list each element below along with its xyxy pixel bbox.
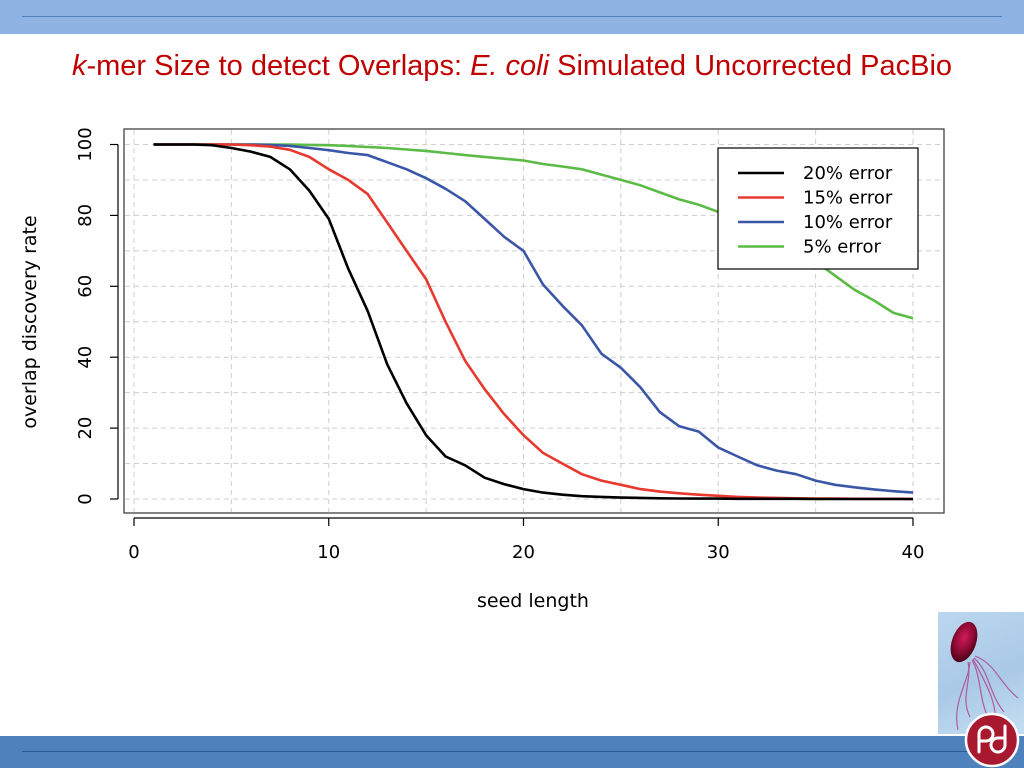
y-tick-label: 80 — [75, 204, 96, 227]
y-tick-label: 0 — [75, 493, 96, 504]
grid — [125, 130, 943, 512]
logo-icon — [964, 712, 1020, 768]
legend: 20% error 15% error 10% error 5% error — [717, 147, 919, 270]
y-tick-label: 20 — [75, 417, 96, 440]
logo-badge — [964, 712, 1020, 768]
legend-label: 15% error — [803, 188, 893, 209]
series-line-10-error — [153, 143, 914, 494]
y-axis: 0 20 40 60 80 100 — [75, 127, 119, 505]
line-chart: 0 10 20 30 40 0 20 40 60 80 100 seed length overl… — [19, 127, 945, 612]
legend-label: 5% error — [803, 237, 881, 258]
x-axis-label: seed length — [477, 590, 589, 612]
title-k: k — [71, 50, 87, 82]
y-tick-label: 40 — [75, 346, 96, 369]
series-line-20-error — [153, 143, 913, 501]
legend-box — [717, 147, 919, 270]
x-tick-label: 0 — [128, 542, 139, 563]
x-tick-label: 40 — [902, 542, 925, 563]
legend-label: 10% error — [803, 212, 893, 233]
plot-frame — [123, 128, 945, 514]
title-mid: -mer Size to detect Overlaps: — [86, 50, 471, 82]
y-tick-label: 60 — [75, 275, 96, 298]
top-banner — [0, 0, 1024, 34]
legend-label: 20% error — [803, 163, 893, 184]
e-coli-image — [938, 612, 1024, 734]
bacterium-illustration — [950, 621, 1019, 733]
y-tick-label: 100 — [75, 127, 96, 161]
title-species: E. coli — [470, 50, 550, 82]
x-tick-label: 20 — [512, 542, 535, 563]
y-axis-label: overlap discovery rate — [19, 215, 41, 428]
x-tick-label: 30 — [707, 542, 730, 563]
slide-title: k-mer Size to detect Overlaps: E. coli S… — [0, 50, 1024, 83]
title-rest: Simulated Uncorrected PacBio — [549, 50, 953, 82]
x-tick-label: 10 — [317, 542, 340, 563]
bottom-banner — [0, 736, 1024, 768]
top-banner-rule — [22, 16, 1002, 17]
x-axis: 0 10 20 30 40 — [128, 517, 925, 563]
bottom-banner-rule — [22, 751, 1002, 752]
